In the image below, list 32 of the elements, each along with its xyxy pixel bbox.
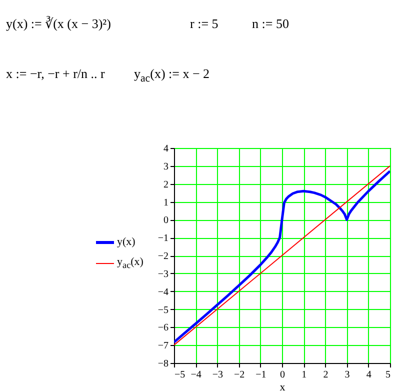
y-tick-label: −3 [158, 268, 168, 280]
x-tick-label: −1 [256, 370, 266, 380]
y-tick-label: 4 [164, 144, 168, 154]
y-tick-label: −6 [158, 322, 168, 334]
x-tick-label: 5 [386, 370, 390, 380]
x-tick-label: 4 [366, 370, 372, 380]
x-tick-label: −4 [190, 370, 202, 380]
y-tick-label: −5 [158, 304, 168, 316]
y-tick-label: 2 [164, 179, 168, 190]
legend-label: y$_{ac}$(x) [117, 256, 144, 270]
x-tick-label: 1 [302, 370, 307, 380]
x-tick-label: 2 [323, 370, 328, 380]
x-tick-label: −3 [212, 370, 224, 380]
text: n := 50 [252, 16, 289, 32]
text: y$_{ac}$(x) := x − 2 [134, 66, 210, 85]
legend-label: y(x) [117, 236, 136, 248]
x-tick-label: −2 [234, 370, 245, 380]
y-tick-label: −7 [158, 340, 168, 352]
x-tick-label: 3 [344, 370, 350, 380]
text: x := −r, −r + r/n .. r [6, 66, 105, 82]
y-tick-label: −1 [158, 233, 168, 244]
y-tick-label: −2 [158, 251, 168, 262]
y-tick-label: 0 [164, 215, 168, 226]
y-tick-label: 1 [164, 197, 168, 208]
x-tick-label: −5 [174, 370, 186, 380]
text: y(x) := ∛(x (x − 3)²) [6, 16, 111, 32]
x-axis-title: x [280, 382, 286, 392]
y-tick-label: 3 [164, 161, 168, 172]
x-tick-label: 0 [280, 370, 285, 380]
y-tick-label: −4 [158, 286, 168, 298]
y-tick-label: −8 [158, 358, 168, 370]
text: r := 5 [190, 16, 218, 32]
